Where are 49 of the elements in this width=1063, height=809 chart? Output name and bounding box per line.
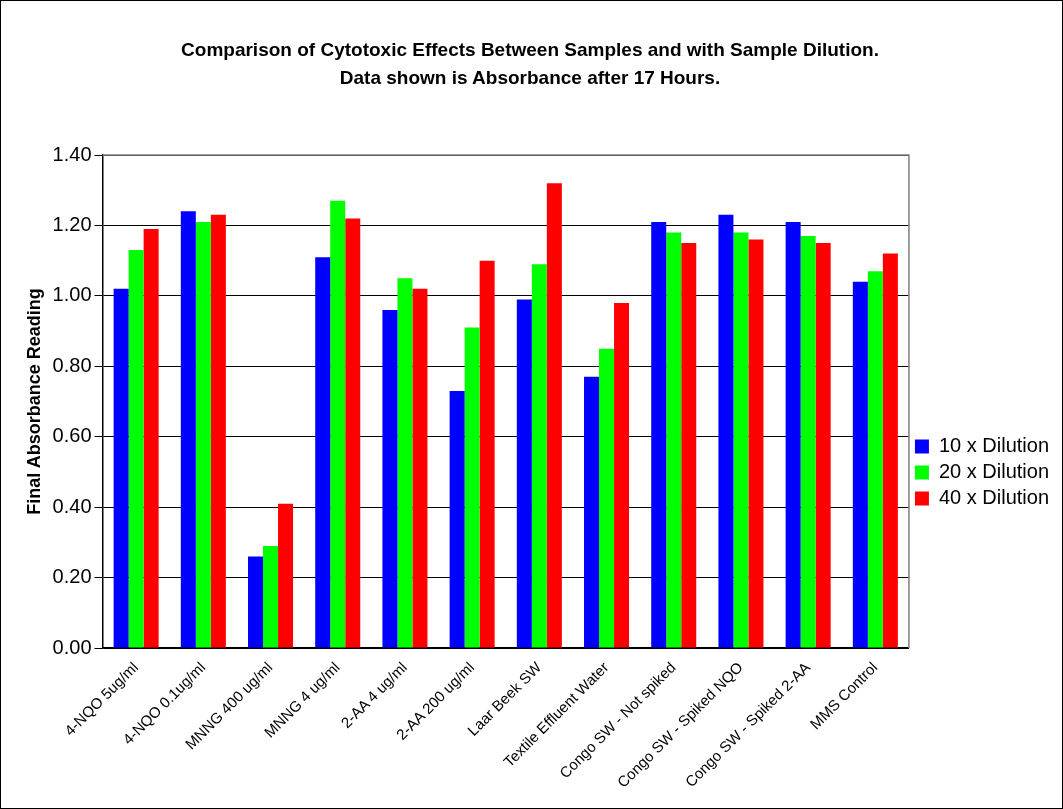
- y-tick-label: 0.60: [52, 424, 92, 447]
- bar: [263, 545, 279, 648]
- bar: [128, 250, 144, 648]
- bar: [330, 200, 346, 648]
- bar: [516, 299, 532, 648]
- bar: [113, 288, 129, 648]
- bar: [278, 503, 294, 648]
- bar: [800, 236, 816, 648]
- bar: [143, 228, 159, 648]
- bar: [852, 281, 868, 648]
- bar: [748, 239, 764, 648]
- bar: [412, 288, 428, 648]
- bar: [584, 376, 600, 648]
- chart-title: Comparison of Cytotoxic Effects Between Samples and with Sample Dilution. Data shown is Absorbance after 17 Hours.: [180, 38, 880, 90]
- bar: [718, 214, 734, 648]
- legend-label: 20 x Dilution: [938, 460, 1049, 483]
- bar: [599, 348, 615, 648]
- bar: [651, 221, 667, 648]
- y-tick-label: 0.20: [52, 565, 92, 588]
- bar: [195, 221, 211, 648]
- bar: [733, 232, 749, 648]
- legend-label: 10 x Dilution: [938, 434, 1049, 457]
- y-tick-label: 1.00: [52, 283, 92, 306]
- bar: [681, 243, 697, 648]
- y-tick-label: 0.00: [52, 635, 92, 658]
- legend-label: 40 x Dilution: [938, 486, 1049, 509]
- bar: [479, 260, 495, 648]
- bar: [531, 264, 547, 648]
- bar: [785, 221, 801, 648]
- bar: [464, 327, 480, 648]
- bar: [180, 211, 196, 648]
- bar: [210, 214, 226, 648]
- bar: [614, 302, 630, 648]
- bar: [546, 183, 562, 648]
- y-tick-label: 1.40: [52, 142, 92, 165]
- bar: [382, 309, 398, 648]
- bar: [248, 556, 264, 648]
- y-tick-label: 0.80: [52, 353, 92, 376]
- bar: [867, 271, 883, 648]
- bar: [815, 243, 831, 648]
- bar: [397, 278, 413, 648]
- y-axis-title: Final Absorbance Reading: [23, 288, 44, 515]
- bar: [345, 218, 361, 648]
- y-tick-label: 0.40: [52, 494, 92, 517]
- bar: [449, 390, 465, 648]
- bar: [882, 253, 898, 648]
- bar: [315, 257, 331, 648]
- y-tick-label: 1.20: [52, 212, 92, 235]
- bar: [666, 232, 682, 648]
